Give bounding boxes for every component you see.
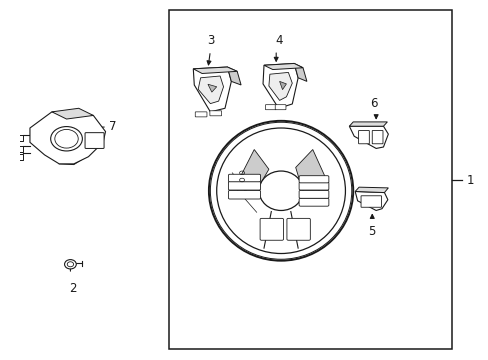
Polygon shape: [264, 63, 303, 69]
FancyBboxPatch shape: [228, 181, 260, 190]
Polygon shape: [30, 112, 105, 164]
Polygon shape: [193, 67, 237, 73]
FancyBboxPatch shape: [371, 131, 382, 144]
Polygon shape: [207, 84, 216, 92]
FancyBboxPatch shape: [228, 190, 260, 199]
Polygon shape: [268, 72, 292, 100]
Polygon shape: [294, 63, 306, 81]
Polygon shape: [52, 108, 93, 119]
Text: 2: 2: [69, 282, 77, 295]
Text: 5: 5: [368, 225, 375, 238]
Text: 7: 7: [109, 120, 116, 133]
Polygon shape: [193, 67, 231, 112]
FancyBboxPatch shape: [260, 219, 283, 240]
FancyBboxPatch shape: [360, 196, 381, 207]
FancyBboxPatch shape: [275, 105, 285, 110]
Polygon shape: [354, 192, 387, 211]
Polygon shape: [227, 67, 241, 85]
Text: 1: 1: [466, 174, 473, 186]
Ellipse shape: [259, 171, 303, 211]
Text: 4: 4: [274, 34, 282, 47]
Text: 6: 6: [369, 97, 377, 110]
FancyBboxPatch shape: [358, 131, 368, 144]
Polygon shape: [348, 126, 387, 148]
Polygon shape: [279, 81, 286, 90]
Ellipse shape: [55, 130, 78, 148]
FancyBboxPatch shape: [195, 112, 206, 117]
Polygon shape: [354, 187, 387, 193]
Ellipse shape: [67, 262, 73, 267]
Ellipse shape: [64, 260, 76, 269]
FancyBboxPatch shape: [286, 219, 310, 240]
FancyBboxPatch shape: [228, 174, 260, 182]
Polygon shape: [198, 76, 223, 104]
Polygon shape: [239, 149, 268, 191]
Bar: [168, 10, 451, 348]
FancyBboxPatch shape: [209, 111, 221, 116]
FancyBboxPatch shape: [299, 176, 328, 183]
FancyBboxPatch shape: [85, 133, 104, 148]
Text: 3: 3: [206, 33, 214, 46]
Polygon shape: [295, 149, 325, 187]
FancyBboxPatch shape: [299, 182, 328, 190]
Polygon shape: [263, 63, 298, 108]
Ellipse shape: [51, 127, 82, 151]
FancyBboxPatch shape: [299, 190, 328, 198]
FancyBboxPatch shape: [299, 198, 328, 206]
Polygon shape: [348, 122, 386, 126]
FancyBboxPatch shape: [265, 105, 276, 110]
